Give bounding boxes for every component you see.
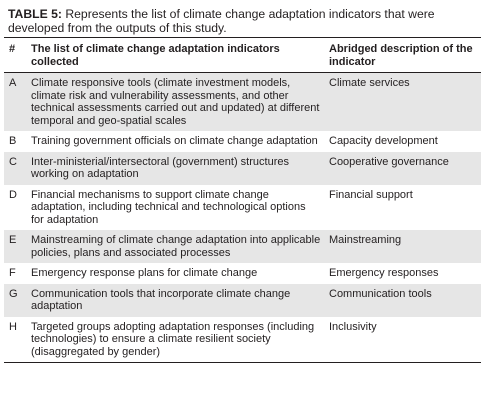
table-row: B Training government officials on climat… <box>4 131 481 152</box>
header-row: # The list of climate change adaptation … <box>4 37 481 73</box>
table-row: C Inter-ministerial/intersectoral (govern… <box>4 151 481 185</box>
table-cell: Targeted groups adopting adaptation resp… <box>31 320 315 358</box>
table-cell: Inclusivity <box>329 320 377 333</box>
header-cell: Abridged description of the indicator <box>325 37 481 73</box>
header-cell: # <box>4 37 27 73</box>
table-cell: Climate responsive tools (climate invest… <box>27 72 325 131</box>
table-row: H Targeted groups adopting adaptation res… <box>4 317 481 363</box>
table-cell: D <box>9 188 17 201</box>
table-cell: G <box>4 283 27 317</box>
table-cell: Climate services <box>325 72 481 131</box>
table-cell: Capacity development <box>329 135 438 147</box>
caption-label: TABLE 5: <box>8 7 62 21</box>
table: # The list of climate change adaptation … <box>4 37 481 363</box>
table-cell: F <box>9 267 16 279</box>
table-row: D Financial mechanisms to support climate… <box>4 185 481 231</box>
table-cell: C <box>4 151 27 185</box>
header-cell: The list of climate change adaptation in… <box>27 37 325 73</box>
table-cell: Inter-ministerial/intersectoral (governm… <box>27 151 325 185</box>
table-cell: Emergency response plans for climate cha… <box>31 267 258 279</box>
table-cell: Financial mechanisms to support climate … <box>31 188 306 226</box>
table-body: A Climate responsive tools (climate inves… <box>4 72 481 363</box>
table-cell: B <box>9 135 17 147</box>
table-cell: Training government officials on climate… <box>31 135 318 147</box>
table-row: A Climate responsive tools (climate inves… <box>4 72 481 131</box>
table-row: G Communication tools that incorporate cl… <box>4 283 481 317</box>
table-cell: Emergency responses <box>329 267 439 279</box>
table-cell: A <box>4 72 27 131</box>
table-row: E Mainstreaming of climate change adaptat… <box>4 230 481 263</box>
table-cell: Communication tools <box>325 283 481 317</box>
table-cell: E <box>4 230 27 263</box>
caption: TABLE 5: Represents the list of climate … <box>8 7 478 35</box>
table-cell: Mainstreaming of climate change adaptati… <box>27 230 325 263</box>
table-cell: Cooperative governance <box>325 151 481 185</box>
table-row: F Emergency response plans for climate ch… <box>4 263 481 284</box>
caption-text: Represents the list of climate change ad… <box>8 7 435 35</box>
table-cell: Financial support <box>329 188 413 201</box>
table-cell: Mainstreaming <box>325 230 481 263</box>
table-cell: Communication tools that incorporate cli… <box>27 283 325 317</box>
table-cell: H <box>9 320 17 333</box>
